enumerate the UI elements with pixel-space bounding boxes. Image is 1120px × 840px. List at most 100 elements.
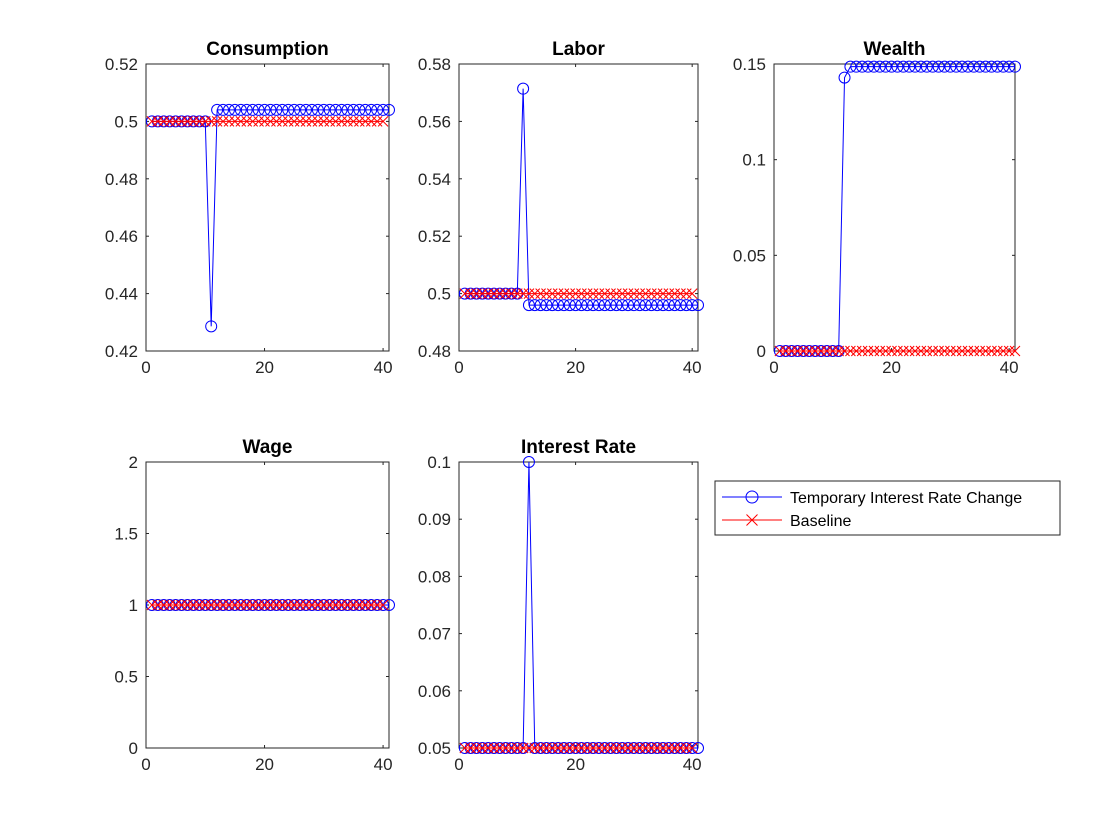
data-point-x bbox=[459, 742, 471, 754]
data-point-circle bbox=[950, 60, 963, 73]
data-point-circle bbox=[867, 60, 880, 73]
data-point-x bbox=[774, 345, 786, 357]
y-tick-label: 1.5 bbox=[114, 525, 138, 544]
data-point-circle bbox=[627, 299, 640, 312]
data-point-x bbox=[552, 288, 564, 299]
x-tick-label: 20 bbox=[882, 358, 901, 377]
data-point-circle bbox=[844, 60, 857, 73]
series-2-group bbox=[459, 742, 698, 754]
x-tick-label: 40 bbox=[374, 755, 393, 774]
data-point-x bbox=[205, 599, 217, 611]
x-tick-label: 20 bbox=[566, 755, 585, 774]
data-point-x bbox=[377, 599, 389, 611]
y-tick-label: 0.44 bbox=[105, 285, 138, 304]
legend-marker-x-icon bbox=[746, 514, 758, 526]
data-point-circle bbox=[211, 103, 224, 116]
data-point-x bbox=[611, 742, 622, 754]
data-point-x bbox=[529, 288, 541, 299]
data-point-circle bbox=[651, 299, 664, 312]
x-tick-label: 20 bbox=[566, 358, 585, 377]
y-tick-label: 0.56 bbox=[418, 112, 451, 131]
data-point-x bbox=[365, 116, 377, 127]
data-point-circle bbox=[587, 299, 600, 312]
data-point-circle bbox=[622, 299, 635, 312]
data-point-circle bbox=[300, 103, 313, 116]
subplot-1: Consumption 0 20 40 0.42 0.44 0.46 0.48 0.5 0.52 bbox=[105, 39, 395, 377]
data-point-x bbox=[962, 345, 974, 357]
data-point-x bbox=[827, 345, 839, 357]
y-tick-label: 0.48 bbox=[418, 342, 451, 361]
data-point-x bbox=[164, 599, 176, 611]
data-point-x bbox=[535, 288, 546, 299]
data-point-x bbox=[792, 345, 803, 357]
y-tick-label: 1 bbox=[129, 596, 138, 615]
y-tick-label: 0.5 bbox=[427, 285, 451, 304]
data-point-circle bbox=[534, 299, 547, 312]
data-point-x bbox=[599, 742, 611, 754]
data-point-x bbox=[235, 116, 247, 127]
data-point-circle bbox=[944, 60, 957, 73]
data-point-x bbox=[506, 742, 517, 754]
data-point-x bbox=[628, 288, 640, 299]
data-point-circle bbox=[686, 299, 699, 312]
data-point-x bbox=[921, 345, 933, 357]
data-point-circle bbox=[341, 103, 354, 116]
legend-label-series-2: Baseline bbox=[790, 513, 851, 530]
data-point-circle bbox=[926, 60, 939, 73]
data-point-x bbox=[330, 599, 342, 611]
data-point-x bbox=[312, 599, 324, 611]
data-point-circle bbox=[645, 299, 658, 312]
data-point-x bbox=[217, 599, 229, 611]
data-point-x bbox=[646, 742, 657, 754]
data-point-x bbox=[294, 116, 306, 127]
data-point-x bbox=[371, 599, 383, 611]
data-point-x bbox=[199, 599, 211, 611]
series-2-group bbox=[774, 345, 1021, 357]
data-point-x bbox=[821, 345, 833, 357]
data-point-circle bbox=[353, 103, 366, 116]
data-point-circle bbox=[967, 60, 980, 73]
data-point-x bbox=[229, 599, 241, 611]
data-point-circle bbox=[557, 299, 570, 312]
data-point-x bbox=[482, 742, 494, 754]
data-point-circle bbox=[528, 299, 541, 312]
data-point-x bbox=[587, 742, 599, 754]
data-point-circle bbox=[909, 60, 922, 73]
data-point-circle bbox=[985, 60, 998, 73]
data-point-circle bbox=[692, 299, 704, 312]
data-point-x bbox=[176, 599, 187, 611]
data-point-x bbox=[944, 345, 956, 357]
data-point-x bbox=[359, 599, 371, 611]
data-point-circle bbox=[359, 103, 372, 116]
data-point-circle bbox=[897, 60, 910, 73]
subplot-2: Labor 0 20 40 0.48 0.5 0.52 0.54 0.56 0.58 bbox=[418, 39, 704, 377]
y-tick-label: 0.46 bbox=[105, 227, 138, 246]
legend-box bbox=[714, 480, 1061, 536]
data-point-circle bbox=[252, 103, 265, 116]
data-point-circle bbox=[973, 60, 986, 73]
data-point-x bbox=[950, 345, 962, 357]
data-point-x bbox=[892, 345, 903, 357]
data-point-x bbox=[354, 116, 365, 127]
y-tick-label: 0.05 bbox=[418, 739, 451, 758]
data-point-x bbox=[211, 599, 223, 611]
data-point-circle bbox=[616, 299, 629, 312]
data-point-circle bbox=[377, 103, 390, 116]
x-tick-label: 40 bbox=[683, 755, 702, 774]
data-point-x bbox=[318, 116, 330, 127]
data-point-x bbox=[324, 116, 336, 127]
data-point-circle bbox=[961, 60, 974, 73]
data-point-circle bbox=[305, 103, 318, 116]
data-point-x bbox=[646, 288, 657, 299]
subplot-title: Interest Rate bbox=[521, 437, 636, 458]
data-point-circle bbox=[228, 103, 241, 116]
data-point-x bbox=[259, 116, 270, 127]
data-point-circle bbox=[657, 299, 670, 312]
plot-area-frame bbox=[773, 63, 1016, 352]
subplot-title: Wage bbox=[243, 437, 293, 458]
data-point-x bbox=[856, 345, 868, 357]
data-point-x bbox=[511, 742, 523, 754]
subplot-5: Interest Rate 0 20 40 0.05 0.06 0.07 0.08 0.09 0.… bbox=[418, 437, 704, 774]
data-point-x bbox=[188, 599, 199, 611]
